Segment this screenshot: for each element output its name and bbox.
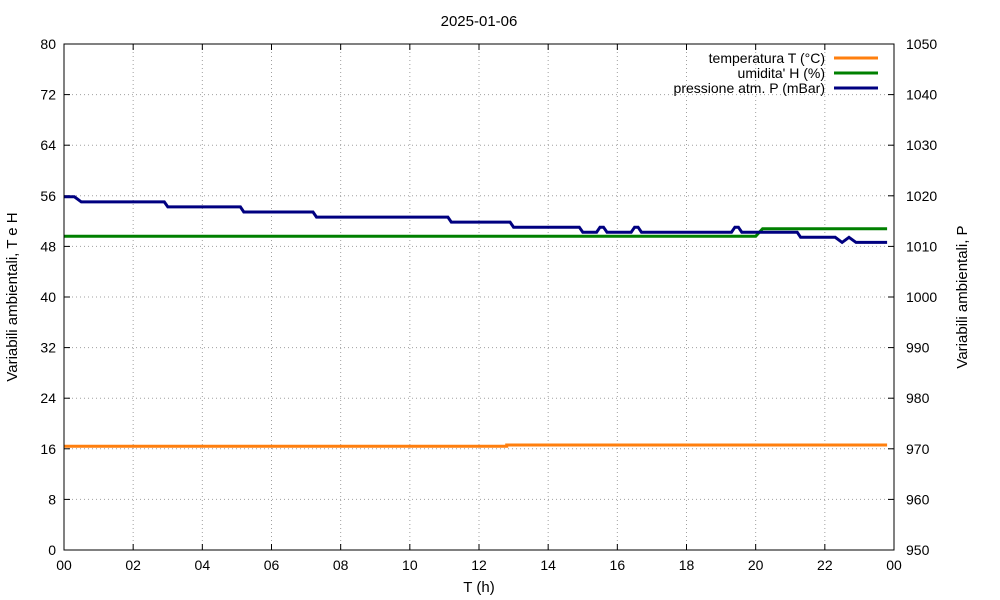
x-tick-label: 22 <box>817 557 833 573</box>
y-axis-left-label: Variabili ambientali, T e H <box>4 212 21 381</box>
series-group <box>64 195 888 448</box>
x-tick-label: 06 <box>264 557 280 573</box>
y-right-tick-label: 1030 <box>906 137 937 153</box>
legend-label: temperatura T (°C) <box>709 50 825 66</box>
y-right-tick-label: 1050 <box>906 36 937 52</box>
x-tick-label: 12 <box>471 557 487 573</box>
y-right-tick-label: 950 <box>906 542 930 558</box>
y-right-tick-label: 1010 <box>906 238 937 254</box>
grid <box>64 44 894 550</box>
x-tick-label: 20 <box>748 557 764 573</box>
y-left-tick-label: 8 <box>48 491 56 507</box>
x-tick-label: 02 <box>125 557 141 573</box>
x-tick-label: 16 <box>610 557 626 573</box>
y-left-tick-label: 32 <box>40 340 56 356</box>
x-tick-label: 08 <box>333 557 349 573</box>
y-right-tick-label: 970 <box>906 441 930 457</box>
y-left-tick-label: 48 <box>40 238 56 254</box>
y-left-tick-label: 24 <box>40 390 56 406</box>
legend-label: umidita' H (%) <box>738 65 825 81</box>
y-right-tick-label: 990 <box>906 340 930 356</box>
y-axis-right-label: Variabili ambientali, P <box>954 225 971 368</box>
x-axis-label: T (h) <box>463 579 494 596</box>
y-left-tick-label: 80 <box>40 36 56 52</box>
y-left-tick-label: 56 <box>40 188 56 204</box>
y-right-tick-label: 1040 <box>906 87 937 103</box>
y-left-tick-label: 72 <box>40 87 56 103</box>
series-line-temperatura <box>64 443 888 448</box>
x-tick-label: 04 <box>195 557 211 573</box>
y-right-tick-label: 960 <box>906 491 930 507</box>
x-tick-label: 00 <box>886 557 902 573</box>
x-tick-label: 00 <box>56 557 72 573</box>
legend-label: pressione atm. P (mBar) <box>674 80 825 96</box>
legend: temperatura T (°C)umidita' H (%)pression… <box>674 50 878 96</box>
x-tick-label: 18 <box>679 557 695 573</box>
y-left-tick-label: 0 <box>48 542 56 558</box>
y-left-tick-label: 40 <box>40 289 56 305</box>
y-left-tick-label: 16 <box>40 441 56 457</box>
x-tick-label: 10 <box>402 557 418 573</box>
tick-labels: 00 02 04 06 08 10 12 14 16 18 20 22 0008162432404856… <box>40 36 937 573</box>
x-tick-label: 14 <box>540 557 556 573</box>
y-left-tick-label: 64 <box>40 137 56 153</box>
plot-frame <box>63 43 895 551</box>
chart-title: 2025-01-06 <box>441 13 518 30</box>
y-right-tick-label: 1020 <box>906 188 937 204</box>
y-right-tick-label: 980 <box>906 390 930 406</box>
y-right-tick-label: 1000 <box>906 289 937 305</box>
series-line-pressione <box>64 195 888 245</box>
